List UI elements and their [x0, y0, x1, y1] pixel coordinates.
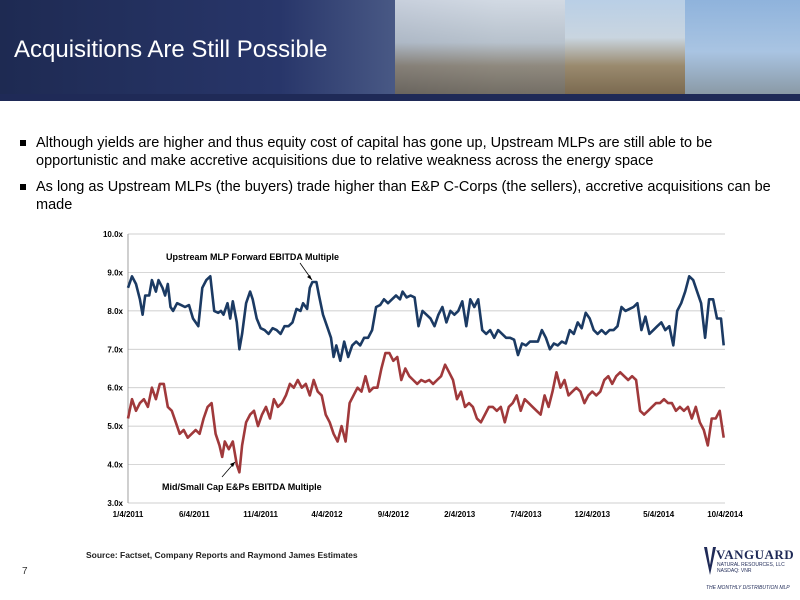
series-label-ep: Mid/Small Cap E&Ps EBITDA Multiple	[162, 482, 322, 492]
bullet-text: Although yields are higher and thus equi…	[36, 135, 713, 169]
page-number: 7	[22, 566, 28, 577]
banner-underline	[0, 94, 800, 101]
title-banner: Acquisitions Are Still Possible	[0, 0, 800, 94]
vanguard-v-icon	[704, 547, 716, 575]
x-tick-label: 7/4/2013	[510, 510, 542, 519]
y-tick-label: 9.0x	[107, 268, 123, 277]
y-tick-label: 8.0x	[107, 307, 123, 316]
oil-worker-photo	[395, 0, 565, 94]
x-tick-label: 5/4/2014	[643, 510, 675, 519]
x-tick-label: 2/4/2013	[444, 510, 476, 519]
bullet-list: Although yields are higher and thus equi…	[18, 134, 788, 222]
x-tick-label: 4/4/2012	[311, 510, 343, 519]
x-tick-label: 12/4/2013	[575, 510, 611, 519]
y-tick-label: 6.0x	[107, 384, 123, 393]
bullet-square-icon	[20, 184, 26, 190]
series-line-ep	[126, 351, 725, 474]
y-tick-label: 3.0x	[107, 499, 123, 508]
bullet-item: As long as Upstream MLPs (the buyers) tr…	[18, 178, 788, 214]
arrowhead-icon	[307, 275, 312, 280]
bullet-item: Although yields are higher and thus equi…	[18, 134, 788, 170]
y-tick-label: 7.0x	[107, 345, 123, 354]
y-tick-label: 4.0x	[107, 461, 123, 470]
y-axis-tick-labels: 3.0x 4.0x 5.0x 6.0x 7.0x 8.0x 9.0x 10.0x	[103, 230, 124, 508]
chart-series	[126, 274, 725, 474]
y-tick-label: 10.0x	[103, 230, 124, 239]
source-note: Source: Factset, Company Reports and Ray…	[86, 550, 358, 560]
bullet-square-icon	[20, 140, 26, 146]
logo-tagline: THE MONTHLY DISTRIBUTION MLP	[706, 585, 790, 591]
x-tick-label: 10/4/2014	[707, 510, 743, 519]
x-axis-tick-labels: 1/4/2011 6/4/2011 11/4/2011 4/4/2012 9/4/201…	[113, 510, 744, 519]
x-tick-label: 6/4/2011	[179, 510, 210, 519]
drilling-rig-photo	[685, 0, 800, 94]
logo-subtitle: NATURAL RESOURCES, LLC NASDAQ: VNR	[717, 562, 785, 574]
series-line-mlp	[126, 274, 725, 363]
y-tick-label: 5.0x	[107, 422, 123, 431]
vanguard-logo: VANGUARD NATURAL RESOURCES, LLC NASDAQ: …	[700, 545, 795, 597]
chart-gridlines	[127, 233, 725, 504]
series-label-mlp: Upstream MLP Forward EBITDA Multiple	[166, 252, 339, 262]
slide-title: Acquisitions Are Still Possible	[14, 36, 328, 63]
x-tick-label: 9/4/2012	[378, 510, 410, 519]
bullet-text: As long as Upstream MLPs (the buyers) tr…	[36, 179, 771, 213]
x-tick-label: 11/4/2011	[243, 510, 278, 519]
logo-name: VANGUARD	[716, 547, 795, 562]
x-tick-label: 1/4/2011	[113, 510, 144, 519]
multiples-line-chart: 3.0x 4.0x 5.0x 6.0x 7.0x 8.0x 9.0x 10.0x 1/4/20…	[103, 230, 744, 519]
arrowhead-icon	[230, 462, 235, 467]
refinery-photo	[565, 0, 685, 94]
